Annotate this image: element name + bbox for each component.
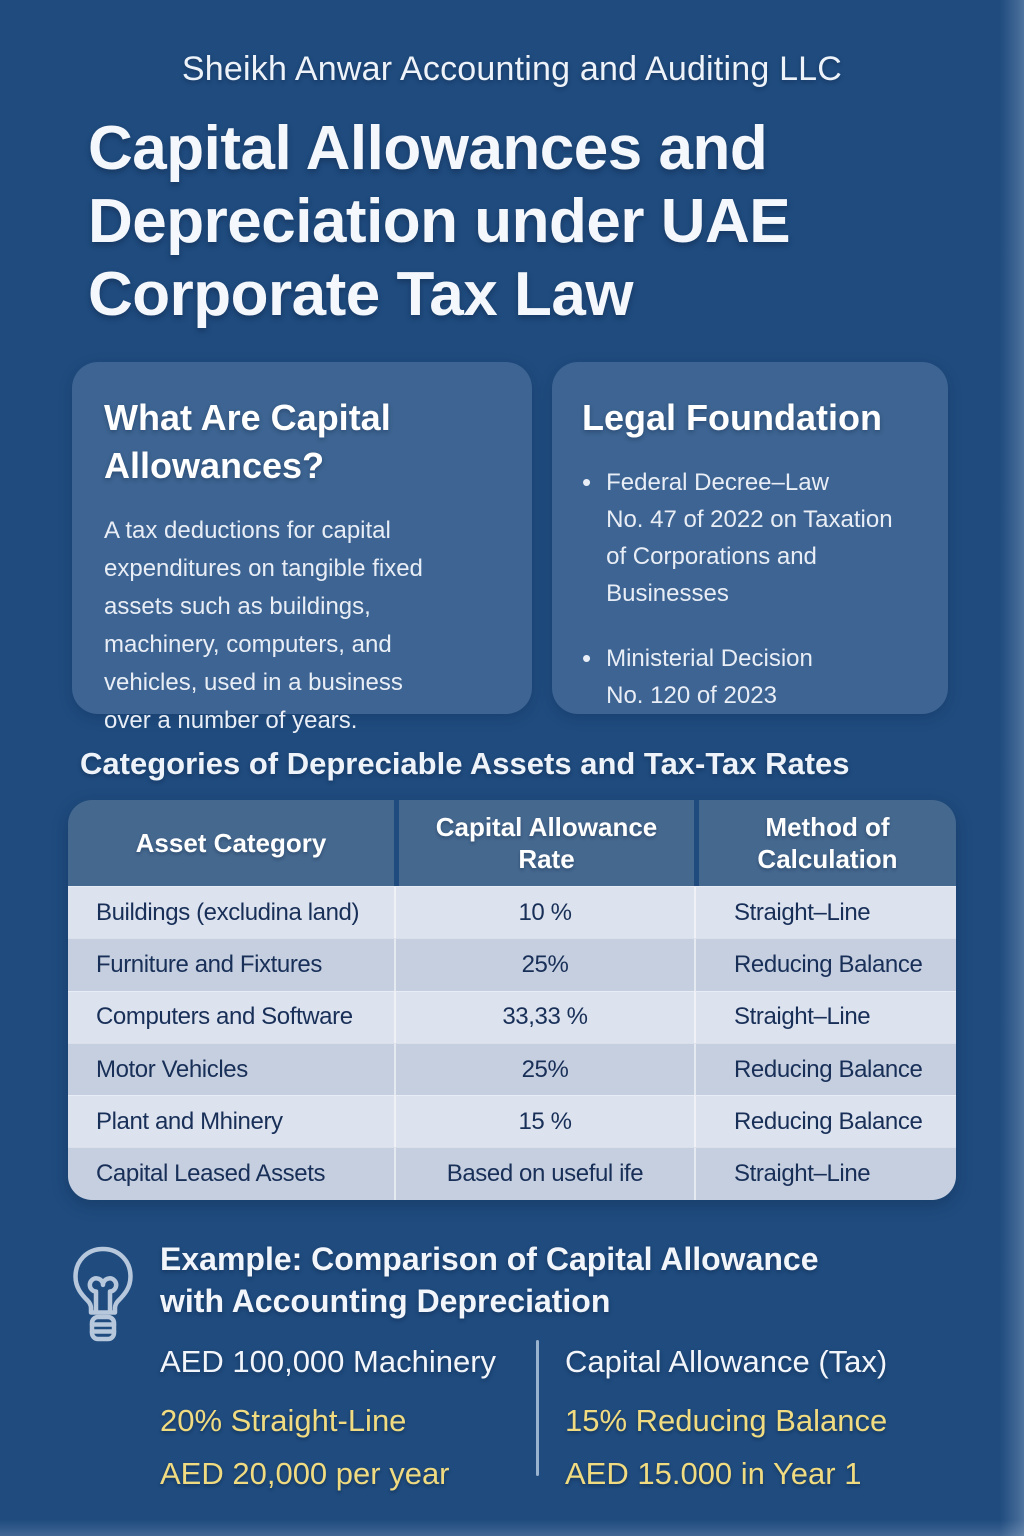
comparison-left-column: AED 100,000 Machinery 20% Straight-Line … [160,1344,496,1509]
column-header-method-of-calculation: Method of Calculation [694,800,956,886]
card-body-text: A tax deductions for capital expenditure… [104,517,423,734]
lightbulb-icon [73,1246,133,1342]
cell-method: Reducing Balance [694,1095,956,1148]
card-title: Legal Foundation [582,397,882,438]
card-title: What Are Capital Allowances? [104,397,391,486]
cell-method: Straight–Line [694,886,956,939]
comparison-left-header: AED 100,000 Machinery [160,1344,497,1379]
legal-bullet-list: • Federal Decree–Law No. 47 of 2022 on T… [582,464,918,714]
cell-asset-category: Plant and Mhinery [68,1095,394,1148]
list-item: • Ministerial Decision No. 120 of 2023 [582,640,918,714]
cell-allowance-rate: 10 % [394,886,694,939]
comparison-right-line1: 15% Reducing Balance [565,1403,888,1438]
cell-allowance-rate: Based on useful ife [394,1147,694,1200]
comparison-left-line1: 20% Straight-Line [160,1403,407,1438]
comparison-left-line2: AED 20,000 per year [160,1456,450,1491]
comparison-right-line2: AED 15.000 in Year 1 [565,1456,862,1491]
cell-asset-category: Computers and Software [68,990,394,1043]
cell-allowance-rate: 33,33 % [394,990,694,1043]
cell-method: Straight–Line [694,1147,956,1200]
asset-category-table: Asset Category Capital Allowance Rate Me… [68,800,956,1200]
company-name: Sheikh Anwar Accounting and Auditing LLC [181,50,843,88]
comparison-divider [536,1340,539,1476]
card-what-are-capital-allowances: What Are Capital Allowances? A tax deduc… [72,362,532,734]
cell-method: Reducing Balance [694,1042,956,1096]
cell-method: Reducing Balance [694,938,956,991]
table-section-title: Categories of Depreciable Assets and Tax… [80,746,850,781]
info-cards: What Are Capital Allowances? A tax deduc… [72,362,948,734]
cell-allowance-rate: 25% [394,938,694,991]
cell-asset-category: Furniture and Fixtures [68,938,394,991]
list-item: • Federal Decree–Law No. 47 of 2022 on T… [582,464,918,612]
bullet-icon: • [582,467,592,497]
example-section-title: Example: Comparison of Capital Allowance… [160,1241,819,1319]
bullet-text: Ministerial Decision No. 120 of 2023 [606,645,813,709]
card-legal-foundation: Legal Foundation • Federal Decree–Law No… [552,362,948,714]
bullet-text: Federal Decree–Law No. 47 of 2022 on Tax… [606,469,893,607]
cell-asset-category: Motor Vehicles [68,1042,394,1096]
cell-method: Straight–Line [694,990,956,1043]
cell-asset-category: Buildings (excludina land) [68,886,394,939]
bullet-icon: • [582,643,592,673]
page-title: Capital Allowances and Depreciation unde… [88,114,791,329]
cell-asset-category: Capital Leased Assets [68,1147,394,1200]
cell-allowance-rate: 25% [394,1042,694,1096]
column-header-asset-category: Asset Category [68,800,394,886]
comparison-right-column: Capital Allowance (Tax) 15% Reducing Bal… [565,1344,887,1509]
comparison-right-header: Capital Allowance (Tax) [565,1344,888,1379]
cell-allowance-rate: 15 % [394,1095,694,1148]
column-header-capital-allowance-rate: Capital Allowance Rate [394,800,694,886]
